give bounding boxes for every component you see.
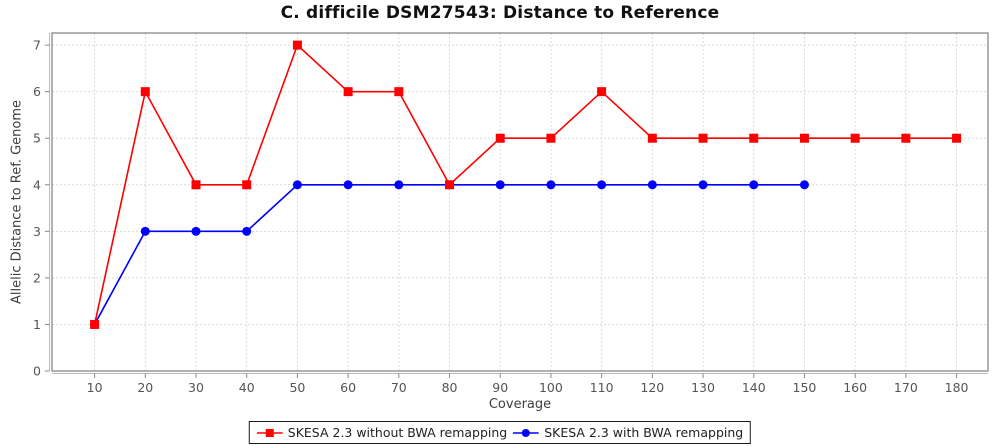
legend: SKESA 2.3 without BWA remapping SKESA 2.… xyxy=(248,421,752,444)
x-tick-label: 140 xyxy=(742,380,766,395)
x-tick-label: 170 xyxy=(894,380,918,395)
data-point-circle-marker xyxy=(242,226,252,236)
plot-border xyxy=(51,32,989,372)
data-point-circle-marker xyxy=(799,180,809,190)
data-point-square-marker xyxy=(952,133,962,143)
x-tick-label: 80 xyxy=(442,380,458,395)
data-point-circle-marker xyxy=(647,180,657,190)
data-point-square-marker xyxy=(698,133,708,143)
data-point-square-marker xyxy=(343,87,353,97)
data-point-circle-marker xyxy=(749,180,759,190)
legend-item-with-bwa: SKESA 2.3 with BWA remapping xyxy=(513,425,743,440)
x-tick-label: 70 xyxy=(391,380,407,395)
x-tick-label: 40 xyxy=(239,380,255,395)
y-tick-label: 7 xyxy=(33,38,41,53)
x-tick-label: 90 xyxy=(492,380,508,395)
data-point-square-marker xyxy=(191,180,201,190)
x-tick-label: 10 xyxy=(87,380,103,395)
data-point-square-marker xyxy=(140,87,150,97)
red-square-line-marker-icon xyxy=(256,428,283,437)
x-tick-label: 180 xyxy=(945,380,969,395)
data-point-circle-marker xyxy=(394,180,404,190)
x-tick-label: 20 xyxy=(137,380,153,395)
legend-label-without-bwa: SKESA 2.3 without BWA remapping xyxy=(287,425,508,440)
blue-circle-line-marker-icon xyxy=(513,428,540,437)
x-tick-label: 100 xyxy=(539,380,563,395)
y-tick-label: 1 xyxy=(33,317,41,332)
data-point-square-marker xyxy=(850,133,860,143)
x-tick-label: 160 xyxy=(843,380,867,395)
data-point-square-marker xyxy=(445,180,455,190)
y-tick-label: 0 xyxy=(33,364,41,379)
y-tick-label: 5 xyxy=(33,131,41,146)
data-point-square-marker xyxy=(799,133,809,143)
x-tick-label: 150 xyxy=(793,380,817,395)
data-point-circle-marker xyxy=(140,226,150,236)
data-point-circle-marker xyxy=(546,180,556,190)
data-point-square-marker xyxy=(495,133,505,143)
data-point-circle-marker xyxy=(698,180,708,190)
x-tick-label: 120 xyxy=(640,380,664,395)
data-point-square-marker xyxy=(597,87,607,97)
y-tick-label: 2 xyxy=(33,270,41,285)
x-tick-label: 30 xyxy=(188,380,204,395)
data-point-square-marker xyxy=(242,180,252,190)
x-tick-label: 130 xyxy=(691,380,715,395)
data-point-circle-marker xyxy=(495,180,505,190)
series-line xyxy=(93,43,957,325)
data-point-square-marker xyxy=(90,319,100,329)
x-axis-label: Coverage xyxy=(488,397,552,412)
data-point-square-marker xyxy=(901,133,911,143)
data-point-square-marker xyxy=(292,40,302,50)
x-tick-label: 60 xyxy=(340,380,356,395)
y-tick-label: 4 xyxy=(33,177,41,192)
data-point-circle-marker xyxy=(191,226,201,236)
y-tick-label: 6 xyxy=(33,84,41,99)
x-tick-label: 110 xyxy=(590,380,614,395)
data-point-circle-marker xyxy=(597,180,607,190)
data-point-square-marker xyxy=(647,133,657,143)
x-tick-label: 50 xyxy=(289,380,305,395)
data-point-square-marker xyxy=(546,133,556,143)
legend-label-with-bwa: SKESA 2.3 with BWA remapping xyxy=(544,425,744,440)
y-tick-label: 3 xyxy=(33,224,41,239)
data-point-square-marker xyxy=(749,133,759,143)
chart-title: C. difficile DSM27543: Distance to Refer… xyxy=(280,3,720,23)
legend-item-without-bwa: SKESA 2.3 without BWA remapping xyxy=(256,425,508,440)
data-point-square-marker xyxy=(394,87,404,97)
data-point-circle-marker xyxy=(292,180,302,190)
data-point-circle-marker xyxy=(343,180,353,190)
